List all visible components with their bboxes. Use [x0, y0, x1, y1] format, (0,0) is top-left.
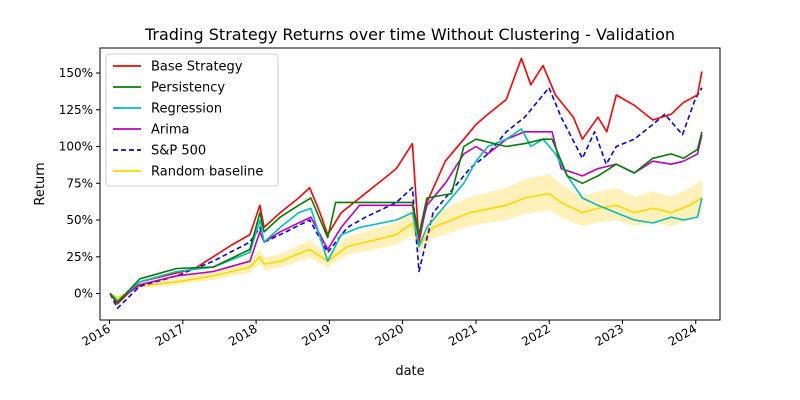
- legend-label-s-p-500: S&P 500: [151, 144, 206, 159]
- legend-label-base-strategy: Base Strategy: [151, 60, 243, 75]
- y-axis-label: Return: [33, 162, 48, 205]
- series-line-persistency: [109, 131, 703, 304]
- series-line-s-p-500: [109, 86, 703, 310]
- legend: Base Strategy Persistency Regression Arima S…: [105, 53, 279, 187]
- band-layer: [110, 174, 702, 299]
- legend-box: [105, 53, 279, 187]
- y-tick-label: 100%: [59, 140, 93, 154]
- legend-label-arima: Arima: [151, 123, 189, 138]
- x-axis-label: date: [395, 364, 424, 379]
- y-tick-label: 75%: [66, 176, 93, 190]
- legend-label-regression: Regression: [151, 102, 222, 117]
- y-tick-label: 125%: [59, 103, 93, 117]
- y-tick-label: 25%: [66, 250, 93, 264]
- series-line-regression: [109, 128, 703, 302]
- legend-label-persistency: Persistency: [151, 81, 225, 96]
- series-layer: [109, 57, 703, 310]
- plot-frame: [99, 47, 721, 321]
- random-baseline-band: [110, 174, 702, 299]
- legend-label-random-baseline: Random baseline: [151, 165, 263, 180]
- y-axis: 0% 25% 50% 75% 100% 125% 150%: [59, 66, 100, 301]
- y-tick-label: 150%: [59, 66, 93, 80]
- y-tick-label: 50%: [66, 213, 93, 227]
- y-tick-label: 0%: [74, 287, 93, 301]
- chart-title: Trading Strategy Returns over time Witho…: [144, 25, 675, 44]
